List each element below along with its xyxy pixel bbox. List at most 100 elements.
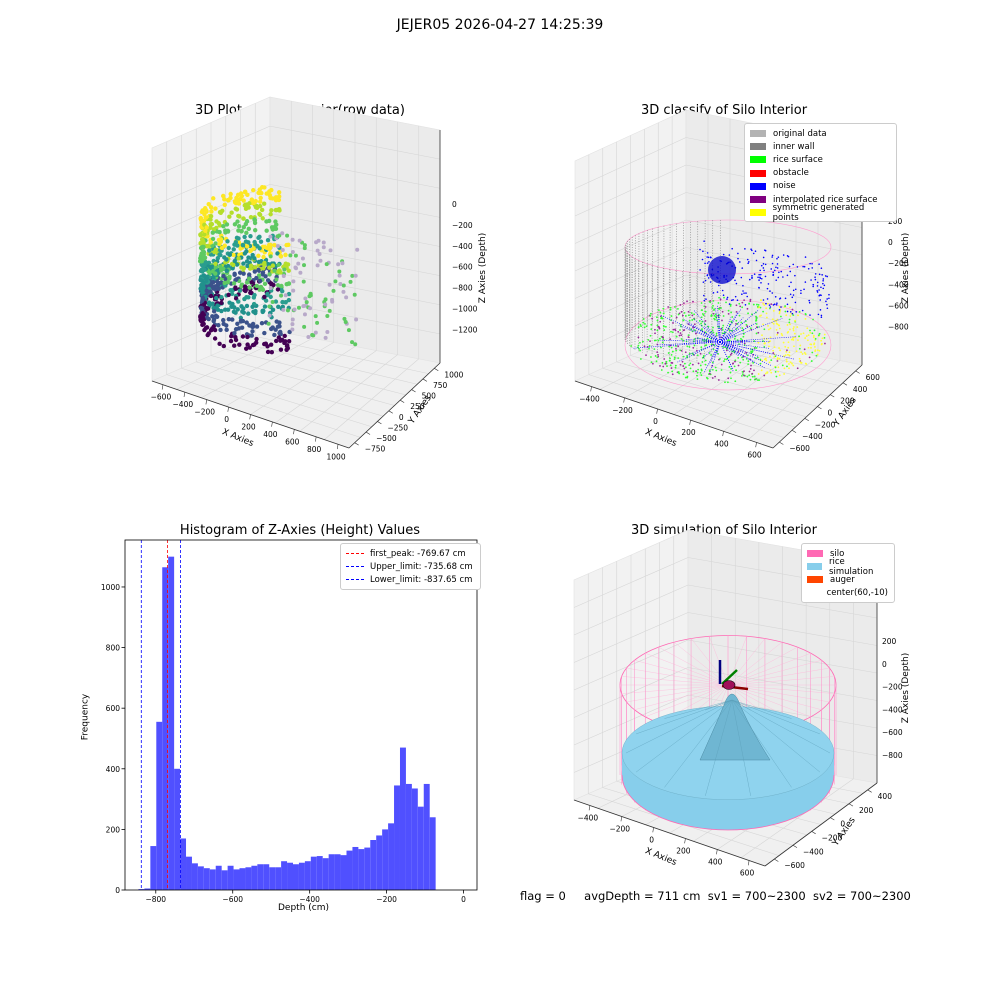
raw-scatter-point: [266, 261, 271, 267]
cls-y-tick: [804, 418, 809, 422]
raw-scatter-point: [232, 272, 237, 278]
cls-surface-point: [741, 306, 744, 309]
raw-scatter-point: [273, 195, 279, 200]
cls-surface-point: [795, 350, 798, 353]
raw-scatter-point: [304, 303, 309, 308]
grid-line: [649, 342, 753, 407]
cls-surface-point: [748, 370, 751, 373]
raw-scatter-point: [221, 223, 226, 229]
raw-scatter-point: [201, 218, 207, 224]
raw-scatter-point: [308, 293, 313, 298]
raw-scatter-point: [226, 198, 231, 203]
cls-noise-point: [764, 275, 767, 278]
cls-surface-point: [776, 333, 779, 336]
cls-surface-point: [741, 327, 744, 330]
cls-surface-point: [800, 361, 802, 364]
cls-surface-point: [681, 360, 684, 363]
cls-noise-point: [699, 248, 701, 251]
raw-scatter-point: [199, 257, 205, 263]
cls-surface-point: [778, 311, 781, 313]
sim-y-tick: [774, 858, 779, 862]
cls-surface-point: [709, 299, 712, 302]
cls-surface-point: [798, 357, 801, 360]
cls-noise-point: [764, 249, 766, 251]
cls-surface-point: [737, 350, 740, 353]
cls-noise-point: [820, 286, 822, 289]
cls-surface-point: [746, 307, 749, 310]
cls-surface-point: [788, 367, 790, 370]
sim-y-tick-label: −200: [822, 833, 843, 842]
raw-scatter-point: [259, 190, 264, 196]
raw-scatter-point: [283, 252, 288, 258]
cls-surface-point: [755, 317, 758, 319]
raw-scatter-point: [227, 214, 232, 219]
raw-scatter-point: [250, 324, 256, 329]
cls-surface-point: [763, 346, 766, 348]
cls-surface-point: [810, 343, 813, 346]
raw-scatter-point: [205, 228, 211, 233]
cls-surface-point: [808, 356, 811, 359]
raw-scatter-point: [296, 261, 301, 266]
raw-scatter-point: [199, 225, 205, 230]
raw-scatter-point: [213, 206, 218, 211]
cls-surface-point: [777, 370, 779, 373]
cls-noise-point: [820, 316, 823, 319]
raw-scatter-point: [198, 303, 204, 309]
raw-scatter-point: [267, 310, 273, 316]
cls-silo-top: [624, 219, 832, 275]
cls-surface-point: [814, 350, 817, 352]
cls-noise-point: [734, 266, 737, 269]
raw-scatter-point: [201, 240, 206, 246]
cls-surface-point: [715, 369, 718, 372]
raw-scatter-point: [268, 326, 274, 332]
raw-scatter-point: [200, 288, 206, 293]
raw-scatter-point: [272, 242, 277, 248]
cls-surface-point: [656, 356, 659, 359]
cls-surface-point: [774, 319, 776, 322]
grid-line: [573, 584, 689, 636]
cls-surface-point: [715, 350, 718, 353]
raw-scatter-point: [224, 268, 229, 273]
cls-noise-point: [811, 267, 814, 269]
raw-scatter-point: [244, 219, 250, 224]
raw-scatter-point: [257, 190, 262, 196]
sim-silo-wireframe: [673, 641, 729, 686]
raw-scatter-point: [275, 244, 280, 249]
cls-surface-point: [775, 375, 778, 378]
cls-surface-point: [662, 312, 665, 315]
raw-scatter-point: [325, 329, 330, 334]
sim-silo-wireframe: [673, 684, 729, 729]
raw-scatter-point: [200, 246, 205, 251]
cls-noise-points: [683, 319, 721, 343]
raw-x-tick: [161, 384, 164, 390]
cls-surface-point: [658, 327, 661, 330]
raw-scatter-point: [246, 240, 251, 245]
cls-surface-point: [656, 351, 659, 354]
raw-scatter-point: [241, 266, 247, 271]
cls-surface-point: [743, 342, 746, 345]
raw-scatter-point: [244, 244, 249, 250]
raw-x-tick-label: 1000: [327, 452, 346, 461]
grid-line: [669, 766, 783, 834]
raw-scatter-point: [201, 283, 206, 289]
cls-surface-point: [763, 342, 766, 345]
raw-scatter-point: [201, 252, 206, 258]
raw-scatter-point: [202, 205, 208, 211]
cls-surface-point: [693, 344, 696, 347]
cls-surface-point: [702, 354, 705, 357]
cls-noise-points: [719, 341, 773, 367]
cls-noise-point: [750, 248, 752, 251]
raw-scatter-point: [222, 197, 227, 202]
raw-scatter-point: [285, 346, 291, 351]
grid-line: [269, 271, 441, 306]
raw-scatter-point: [233, 293, 239, 299]
cls-surface-point: [734, 335, 737, 338]
raw-scatter-point: [264, 247, 269, 252]
cls-surface-point: [630, 345, 633, 347]
cls-noise-points: [719, 341, 772, 354]
sv2-text: sv2 = 700~2300: [812, 889, 911, 903]
cls-surface-point: [793, 326, 795, 328]
cls-surface-point: [757, 341, 760, 344]
raw-scatter-point: [210, 264, 215, 270]
raw-scatter-point: [256, 267, 261, 273]
